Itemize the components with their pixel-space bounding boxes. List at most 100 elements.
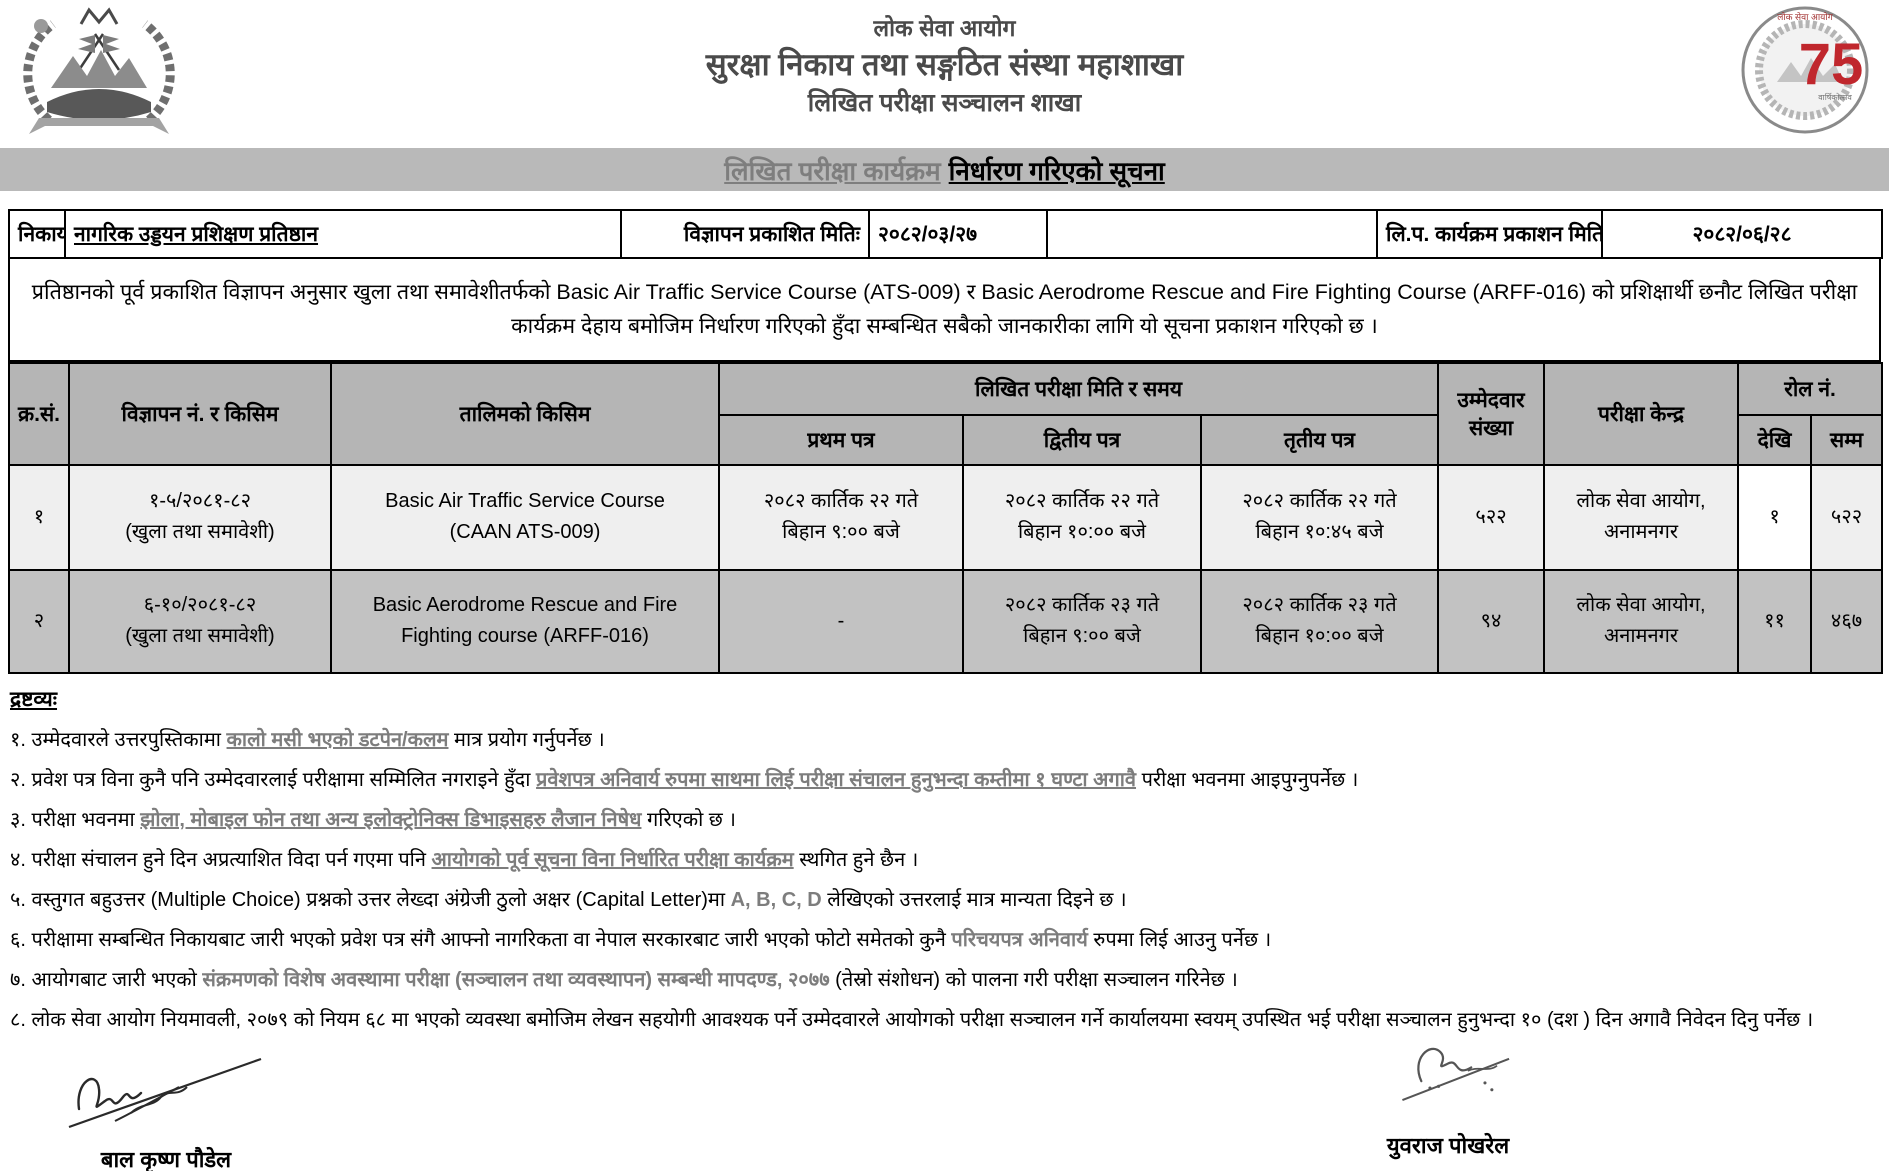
col-header-paper2: द्वितीय पत्र bbox=[962, 413, 1202, 466]
org-name-line1: लोक सेवा आयोग bbox=[873, 15, 1016, 41]
cell-roll-to: ५२२ bbox=[1810, 463, 1884, 571]
col-header-paper3: तृतीय पत्र bbox=[1199, 413, 1440, 466]
note-text: (तेस्रो संशोधन) को पालना गरी परीक्षा सञ्… bbox=[829, 969, 1238, 992]
col-header-exam-datetime-group: लिखित परीक्षा मिति र समय bbox=[717, 361, 1440, 416]
note-text: स्थगित हुने छैन । bbox=[793, 849, 919, 872]
title-bar: लिखित परीक्षा कार्यक्रम निर्धारण गरिएको … bbox=[0, 148, 1889, 191]
cell-paper2: २०८२ कार्तिक २३ गते बिहान ९:०० बजे bbox=[962, 568, 1202, 674]
paper2-date: २०८२ कार्तिक २२ गते bbox=[1004, 490, 1160, 513]
note-text: लेखिएको उत्तरलाई मात्र मान्यता दिइने छ । bbox=[821, 889, 1127, 912]
notes-section: द्रष्टव्यः १. उम्मेदवारले उत्तरपुस्तिकाम… bbox=[8, 674, 1881, 1033]
pub-date-label: लि.प. कार्यक्रम प्रकाशन मितिः bbox=[1376, 209, 1603, 259]
ad-date-value: २०८२/०३/२७ bbox=[868, 209, 1048, 259]
paper2-date: २०८२ कार्तिक २३ गते bbox=[1004, 594, 1160, 617]
cell-advertisement: १-५/२०८१-८२ (खुला तथा समावेशी) bbox=[68, 463, 332, 571]
cell-paper1: २०८२ कार्तिक २२ गते बिहान ९:०० बजे bbox=[718, 463, 964, 571]
ad-number: १-५/२०८१-८२ bbox=[148, 490, 252, 513]
col-header-roll-from: देखि bbox=[1737, 413, 1813, 466]
signature-section: बाल कृष्ण पौडेल शाखा अधिकृत युवराज पोखरे… bbox=[8, 1047, 1881, 1171]
note-emphasis: आयोगको पूर्व सूचना विना निर्धारित परीक्ष… bbox=[431, 849, 794, 872]
center-name: लोक सेवा आयोग, bbox=[1576, 594, 1706, 617]
note-item-5: ५. वस्तुगत बहुउत्तर (Multiple Choice) प्… bbox=[10, 887, 1879, 913]
ad-type: (खुला तथा समावेशी) bbox=[125, 521, 275, 544]
note-text: १. उम्मेदवारले उत्तरपुस्तिकामा bbox=[10, 729, 227, 752]
signatory-name: युवराज पोखरेल bbox=[1386, 1133, 1510, 1159]
paper2-time: बिहान ९:०० बजे bbox=[1023, 625, 1141, 648]
cell-center: लोक सेवा आयोग, अनामनगर bbox=[1543, 463, 1740, 571]
cell-candidates: ९४ bbox=[1437, 568, 1546, 674]
note-emphasis: A, B, C, D bbox=[730, 889, 822, 912]
paper2-time: बिहान १०:०० बजे bbox=[1017, 521, 1147, 544]
cell-paper2: २०८२ कार्तिक २२ गते बिहान १०:०० बजे bbox=[962, 463, 1202, 571]
page-title-gray-part: लिखित परीक्षा कार्यक्रम bbox=[724, 155, 941, 186]
col-header-roll-to: सम्म bbox=[1810, 413, 1884, 466]
note-text: ४. परीक्षा संचालन हुने दिन अप्रत्याशित व… bbox=[10, 849, 432, 872]
cell-roll-to: ४६७ bbox=[1810, 568, 1884, 674]
signatory-name: बाल कृष्ण पौडेल bbox=[100, 1147, 232, 1171]
logo75-top-text: लोक सेवा आयोग bbox=[1777, 11, 1834, 22]
note-text: मात्र प्रयोग गर्नुपर्नेछ । bbox=[448, 729, 605, 752]
logo75-bottom-text: वार्षिकोत्सव bbox=[1818, 92, 1852, 102]
note-text: ३. परीक्षा भवनमा bbox=[10, 809, 141, 832]
cell-sn: १ bbox=[8, 463, 70, 571]
table-row: २ ६-१०/२०८१-८२ (खुला तथा समावेशी) Basic … bbox=[8, 568, 1884, 674]
intro-paragraph: प्रतिष्ठानको पूर्व प्रकाशित विज्ञापन अनु… bbox=[8, 259, 1881, 362]
paper3-date: २०८२ कार्तिक २३ गते bbox=[1242, 594, 1397, 617]
paper3-time: बिहान १०:०० बजे bbox=[1255, 625, 1384, 648]
nepal-emblem-icon bbox=[23, 7, 175, 134]
note-text: गरिएको छ । bbox=[641, 809, 736, 832]
col-header-center: परीक्षा केन्द्र bbox=[1543, 361, 1740, 466]
signature-scribble-right-icon bbox=[1402, 1047, 1510, 1102]
note-emphasis: परिचयपत्र अनिवार्य bbox=[951, 929, 1088, 952]
note-item-8: ८. लोक सेवा आयोग नियमावली, २०७९ को नियम … bbox=[10, 1007, 1879, 1033]
note-emphasis: कालो मसी भएको डटपेन/कलम bbox=[226, 729, 449, 752]
signature-right: युवराज पोखरेल उपसचिव bbox=[1338, 1033, 1558, 1171]
col-header-candidates: उम्मेदवार संख्या bbox=[1437, 361, 1546, 466]
col-header-roll-group: रोल नं. bbox=[1737, 361, 1884, 416]
note-item-2: २. प्रवेश पत्र विना कुनै पनि उम्मेदवारला… bbox=[10, 767, 1879, 793]
center-place: अनामनगर bbox=[1604, 625, 1679, 648]
cell-training: Basic Aerodrome Rescue and Fire Fighting… bbox=[330, 568, 720, 674]
schedule-table: क्र.सं. विज्ञापन नं. र किसिम तालिमको किस… bbox=[8, 361, 1884, 674]
col-header-sn: क्र.सं. bbox=[8, 361, 70, 466]
training-code: (CAAN ATS-009) bbox=[449, 521, 601, 544]
ad-number: ६-१०/२०८१-८२ bbox=[143, 594, 257, 617]
ad-date-label: विज्ञापन प्रकाशित मितिः bbox=[620, 209, 870, 259]
cell-center: लोक सेवा आयोग, अनामनगर bbox=[1543, 568, 1740, 674]
agency-value: नागरिक उड्डयन प्रशिक्षण प्रतिष्ठान bbox=[64, 209, 622, 259]
note-item-3: ३. परीक्षा भवनमा झोला, मोबाइल फोन तथा अन… bbox=[10, 807, 1879, 833]
anniversary-75-logo-icon: लोक सेवा आयोग 75 वार्षिकोत्सव bbox=[1741, 6, 1869, 134]
paper1-time: बिहान ९:०० बजे bbox=[782, 521, 900, 544]
note-emphasis: झोला, मोबाइल फोन तथा अन्य इलोक्ट्रोनिक्स… bbox=[140, 809, 642, 832]
cell-paper3: २०८२ कार्तिक २३ गते बिहान १०:०० बजे bbox=[1199, 568, 1440, 674]
cell-roll-from: ११ bbox=[1737, 568, 1813, 674]
table-row: १ १-५/२०८१-८२ (खुला तथा समावेशी) Basic A… bbox=[8, 463, 1884, 571]
paper3-date: २०८२ कार्तिक २२ गते bbox=[1242, 490, 1397, 513]
note-item-7: ७. आयोगबाट जारी भएको संक्रमणको विशेष अवस… bbox=[10, 967, 1879, 993]
ad-type: (खुला तथा समावेशी) bbox=[125, 625, 275, 648]
note-item-1: १. उम्मेदवारले उत्तरपुस्तिकामा कालो मसी … bbox=[10, 727, 1879, 753]
org-name-line3: लिखित परीक्षा सञ्चालन शाखा bbox=[807, 88, 1082, 117]
org-name-line2: सुरक्षा निकाय तथा सङ्गठित संस्था महाशाखा bbox=[705, 46, 1184, 82]
col-header-advertisement: विज्ञापन नं. र किसिम bbox=[68, 361, 332, 466]
notes-heading: द्रष्टव्यः bbox=[10, 687, 58, 711]
center-name: लोक सेवा आयोग, bbox=[1576, 490, 1706, 513]
note-item-6: ६. परीक्षामा सम्बन्धित निकायबाट जारी भएक… bbox=[10, 927, 1879, 953]
note-text: २. प्रवेश पत्र विना कुनै पनि उम्मेदवारला… bbox=[10, 769, 537, 792]
col-header-paper1: प्रथम पत्र bbox=[718, 413, 964, 466]
paper3-time: बिहान १०:४५ बजे bbox=[1255, 521, 1384, 544]
training-code: Fighting course (ARFF-016) bbox=[401, 625, 649, 648]
center-place: अनामनगर bbox=[1604, 521, 1679, 544]
org-name-block: लोक सेवा आयोग सुरक्षा निकाय तथा सङ्गठित … bbox=[0, 0, 1889, 119]
info-empty-cell bbox=[1046, 209, 1378, 259]
note-emphasis: प्रवेशपत्र अनिवार्य रुपमा साथमा लिई परीक… bbox=[536, 769, 1137, 792]
note-text: ७. आयोगबाट जारी भएको bbox=[10, 969, 203, 992]
cell-roll-from: १ bbox=[1737, 463, 1813, 571]
page-title-black-part: निर्धारण गरिएको सूचना bbox=[948, 155, 1165, 186]
document-header: लोक सेवा आयोग सुरक्षा निकाय तथा सङ्गठित … bbox=[0, 0, 1889, 148]
document-body: निकाय नागरिक उड्डयन प्रशिक्षण प्रतिष्ठान… bbox=[8, 209, 1884, 1171]
note-text: ५. वस्तुगत बहुउत्तर (Multiple Choice) प्… bbox=[10, 889, 731, 912]
signature-left: बाल कृष्ण पौडेल शाखा अधिकृत bbox=[56, 1047, 276, 1171]
cell-sn: २ bbox=[8, 568, 70, 674]
